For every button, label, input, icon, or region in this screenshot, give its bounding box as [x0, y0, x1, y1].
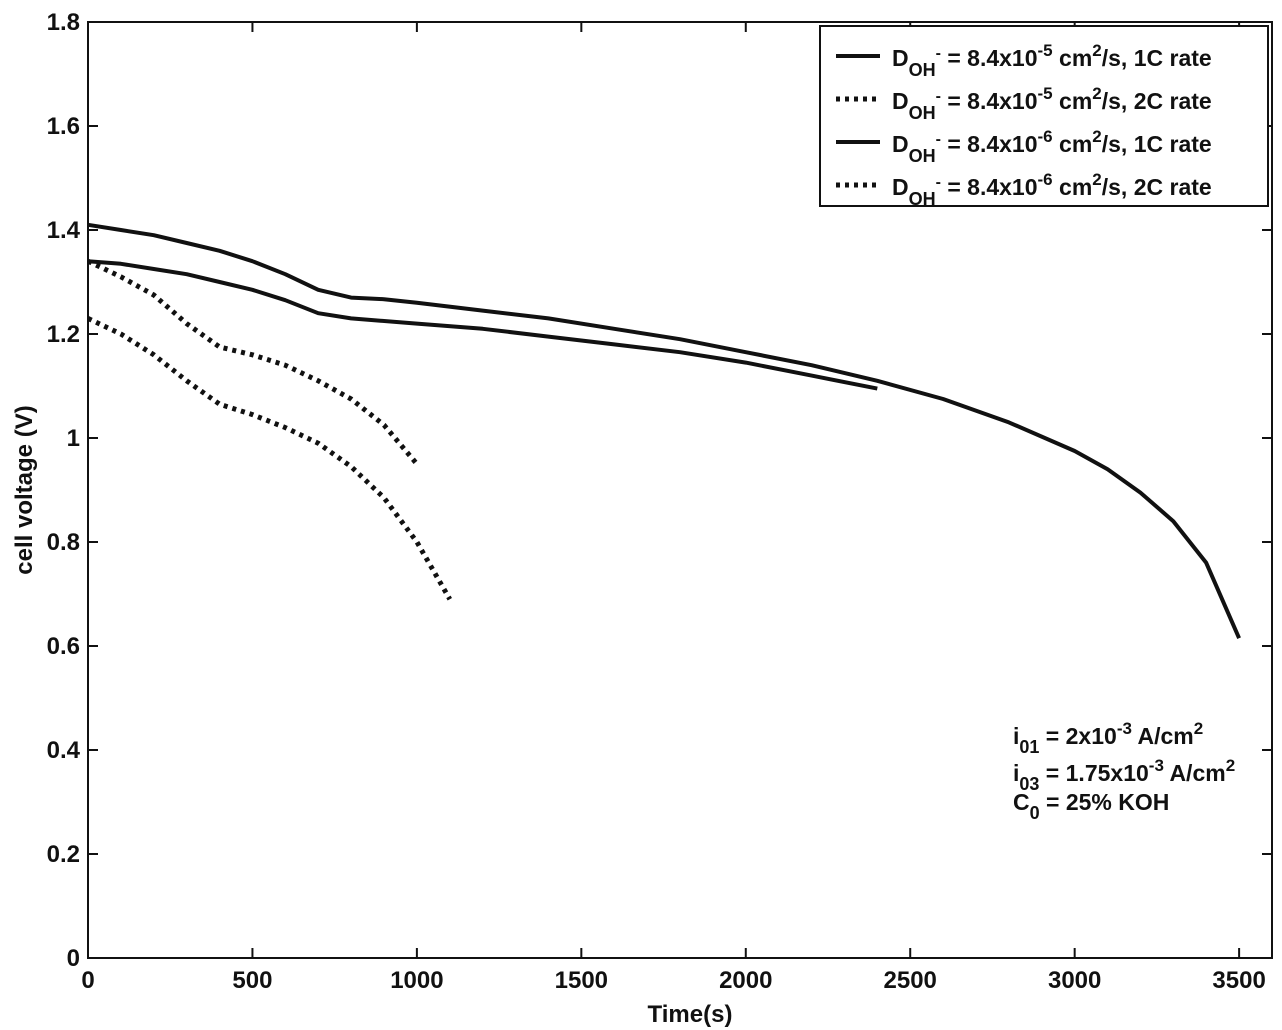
annotation-line-3: C0 = 25% KOH	[1013, 789, 1169, 823]
y-tick-label: 0.4	[47, 737, 81, 764]
x-tick-label: 1000	[390, 967, 443, 994]
series-line-2	[86, 258, 419, 466]
y-tick-label: 0.6	[47, 633, 80, 660]
x-tick-label: 0	[81, 967, 94, 994]
x-axis-label: Time(s)	[648, 1001, 733, 1028]
y-tick-label: 1	[67, 425, 80, 452]
axis-ticks: 0 500 1000 1500 2000 2500 3000 3500 0 0.2 0.4 0.6 0.…	[47, 9, 1272, 994]
legend-entry-3: DOH- = 8.4x10-6 cm2/s, 1C rate	[892, 127, 1212, 166]
y-axis-label: cell voltage (V)	[11, 405, 38, 574]
series-line-4	[86, 316, 452, 601]
legend-entry-2: DOH- = 8.4x10-5 cm2/s, 2C rate	[892, 84, 1212, 123]
y-tick-label: 0.8	[47, 529, 80, 556]
x-tick-label: 2500	[884, 967, 937, 994]
y-tick-label: 1.4	[47, 217, 81, 244]
x-tick-label: 2000	[719, 967, 772, 994]
x-tick-label: 1500	[555, 967, 608, 994]
legend: DOH- = 8.4x10-5 cm2/s, 1C rate DOH- = 8.4…	[836, 41, 1212, 209]
annotation-line-2: i03 = 1.75x10-3 A/cm2	[1013, 756, 1235, 794]
series-group	[86, 222, 1241, 639]
legend-entry-1: DOH- = 8.4x10-5 cm2/s, 1C rate	[892, 41, 1212, 80]
x-tick-label: 500	[232, 967, 272, 994]
annotation-line-1: i01 = 2x10-3 A/cm2	[1013, 719, 1203, 757]
y-tick-label: 0	[67, 945, 80, 972]
series-line-1	[87, 222, 1241, 639]
plot-frame	[87, 21, 1273, 959]
y-tick-label: 0.2	[47, 841, 80, 868]
x-tick-label: 3500	[1212, 967, 1265, 994]
y-tick-label: 1.8	[47, 9, 80, 36]
legend-box	[819, 25, 1269, 207]
y-tick-label: 1.6	[47, 113, 80, 140]
series-line-3	[87, 259, 878, 391]
y-tick-label: 1.2	[47, 321, 80, 348]
x-tick-label: 3000	[1048, 967, 1101, 994]
legend-entry-4: DOH- = 8.4x10-6 cm2/s, 2C rate	[892, 170, 1212, 209]
